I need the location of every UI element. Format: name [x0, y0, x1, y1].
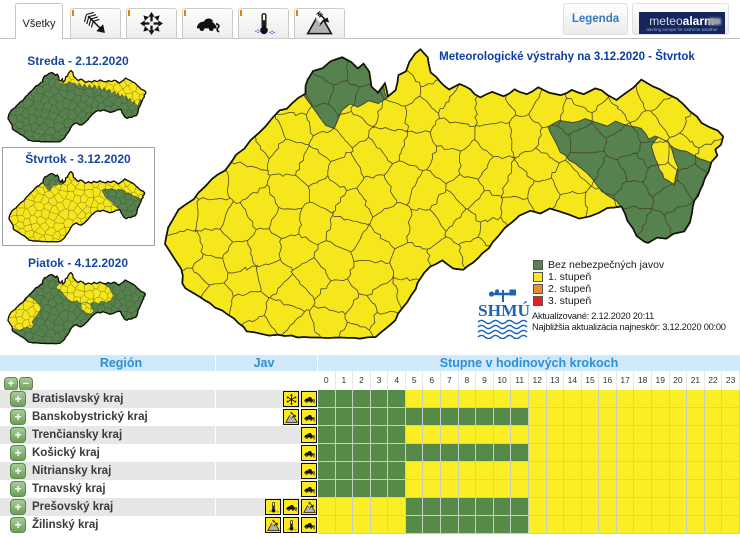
svg-text:SHMÚ: SHMÚ — [478, 301, 530, 320]
